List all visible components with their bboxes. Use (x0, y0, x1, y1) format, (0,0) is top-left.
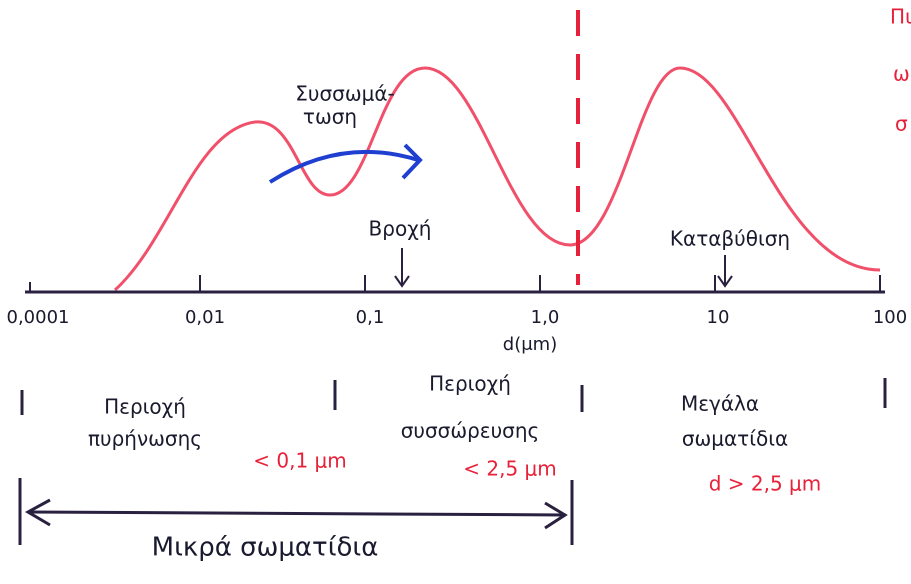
region-label: συσσώρευσης (401, 419, 540, 443)
annotation: Συσσωμά- (295, 82, 394, 106)
axis-label: d(μm) (503, 334, 557, 355)
arrow (395, 248, 409, 286)
tick-label: 1,0 (531, 307, 560, 328)
region-label: σωματίδια (682, 427, 788, 451)
diagram: 0,0001 0,01 0,1 1,0 10 100 d(μm) Συσσωμά… (0, 0, 911, 584)
tick-label: 0,01 (185, 307, 225, 328)
size-distribution-curve (115, 68, 880, 290)
region-label: πυρήνωσης (88, 427, 202, 451)
coagulation-arrow (270, 152, 418, 182)
region-size: < 0,1 μm (253, 449, 347, 473)
region-label: Περιοχή (104, 395, 186, 419)
tick-marks (30, 275, 880, 292)
annotation: σ (895, 112, 908, 136)
annotation: τωση (303, 105, 357, 129)
tick-label: 100 (873, 307, 907, 328)
annotation: Καταβύθιση (670, 227, 790, 251)
region-size: d > 2,5 μm (709, 472, 822, 496)
arrow-head (403, 145, 420, 178)
arrow (718, 255, 732, 286)
region-label: Μικρά σωματίδια (152, 533, 379, 563)
region-label: Μεγάλα (681, 392, 759, 416)
tick-label: 0,0001 (7, 307, 70, 328)
page: { "axis": { "ticks": ["0,0001", "0,01", … (0, 0, 911, 584)
annotation: ω (893, 62, 910, 86)
annotation: Πι (890, 5, 911, 29)
annotation: Βροχή (369, 217, 432, 241)
region-size: < 2,5 μm (463, 457, 557, 481)
tick-label: 10 (707, 307, 730, 328)
tick-label: 0,1 (356, 307, 385, 328)
region-label: Περιοχή (429, 372, 511, 396)
